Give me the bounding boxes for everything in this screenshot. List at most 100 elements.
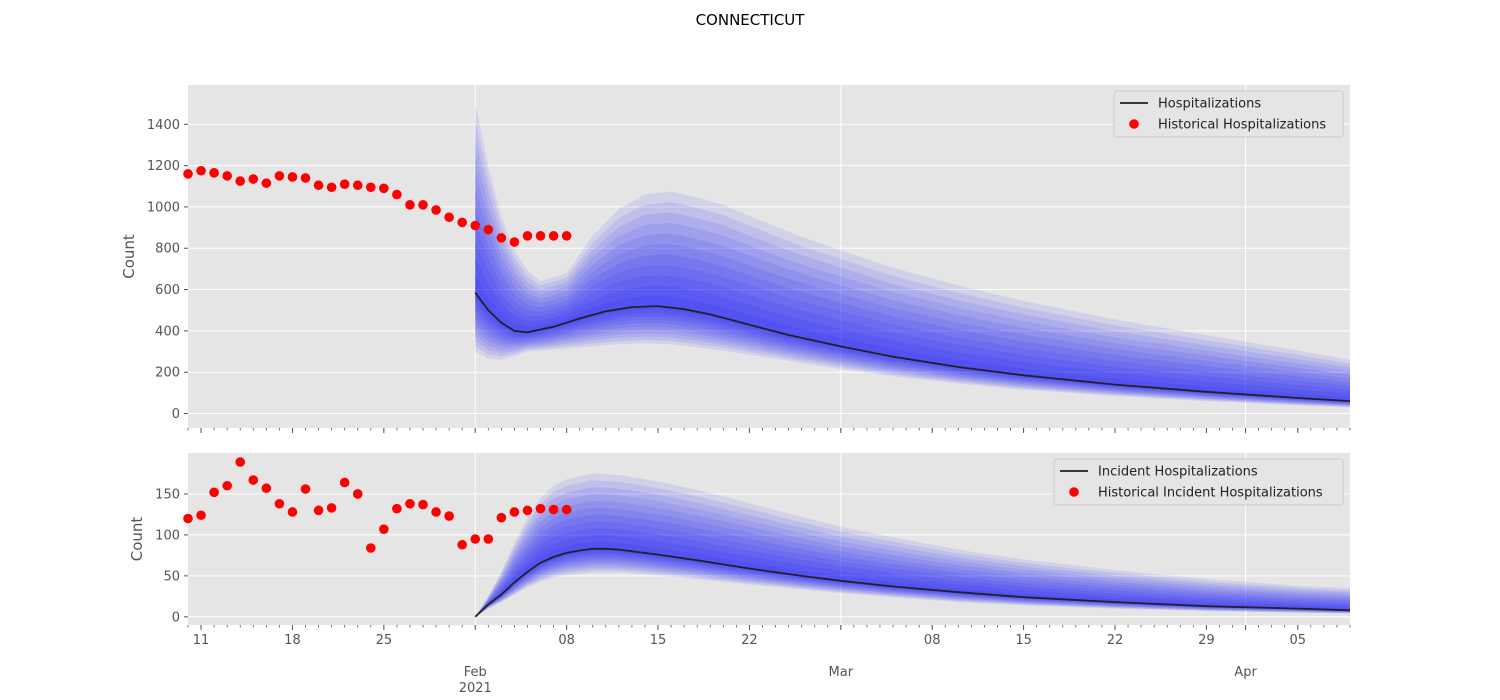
historical-point <box>522 505 533 516</box>
historical-point <box>352 180 363 191</box>
x-tick-label: 18 <box>284 633 301 648</box>
quantile-band <box>475 521 1350 617</box>
historical-point <box>405 498 415 509</box>
historical-point <box>209 487 219 498</box>
quantile-band <box>475 223 1350 404</box>
x-tick-label: 29 <box>1198 633 1215 648</box>
quantile-band <box>475 258 1350 403</box>
historical-point <box>235 176 246 186</box>
historical-point <box>470 534 481 544</box>
historical-point <box>548 504 559 515</box>
historical-point <box>405 200 415 210</box>
historical-point <box>457 539 467 550</box>
historical-point <box>392 503 402 514</box>
legend-label: Historical Incident Hospitalizations <box>1098 486 1323 501</box>
historical-point <box>483 224 494 235</box>
legend-point-swatch <box>1069 487 1079 497</box>
historical-point <box>261 178 272 188</box>
historical-point <box>561 504 572 515</box>
y-tick-label: 50 <box>163 569 180 584</box>
historical-point <box>287 507 298 517</box>
historical-point <box>274 498 285 509</box>
historical-point <box>509 507 520 517</box>
historical-point <box>535 503 546 514</box>
quantile-band <box>475 514 1350 617</box>
historical-point <box>235 457 246 467</box>
x-tick-label: 11 <box>193 633 210 648</box>
historical-point <box>300 173 311 183</box>
quantile-band <box>475 275 1350 402</box>
historical-point <box>222 480 232 491</box>
y-tick-label: 1000 <box>147 200 180 215</box>
x-tick-label: 08 <box>558 633 575 648</box>
quantile-band <box>475 189 1350 405</box>
historical-point <box>287 172 298 182</box>
incident-hospitalizations-panel: 0 50 100 150 Count Incident Hospitalizations H… <box>128 453 1351 630</box>
historical-point <box>379 524 389 534</box>
historical-point <box>548 231 559 241</box>
historical-point <box>222 171 232 181</box>
historical-point <box>261 483 272 494</box>
legend-box <box>1053 458 1344 506</box>
historical-point <box>496 233 507 243</box>
historical-point <box>365 182 376 193</box>
quantile-band <box>475 155 1350 406</box>
historical-point <box>313 180 324 191</box>
legend-point-swatch <box>1129 119 1139 129</box>
historical-point <box>274 171 285 181</box>
historical-point <box>339 179 350 189</box>
historical-point <box>352 489 363 499</box>
historical-point <box>326 503 337 513</box>
y-tick-label: 600 <box>155 283 180 298</box>
quantile-band <box>475 172 1350 406</box>
historical-point <box>326 182 337 193</box>
historical-point <box>365 543 376 553</box>
date-axis: 11 18 25 08 15 22 08 15 22 29 05 Feb Mar Apr 2021 <box>193 633 1306 696</box>
historical-point <box>522 231 533 241</box>
quantile-band <box>475 507 1350 617</box>
quantile-band <box>475 138 1350 407</box>
quantile-band <box>475 487 1350 617</box>
historical-point <box>431 507 441 517</box>
historical-point <box>196 510 206 521</box>
historical-point <box>483 534 494 544</box>
historical-point <box>457 217 467 228</box>
x-tick-label: 15 <box>650 633 667 648</box>
historical-point <box>313 505 324 516</box>
legend-label: Hospitalizations <box>1158 97 1261 112</box>
x-month-label: Apr <box>1234 665 1257 680</box>
y-tick-label: 0 <box>172 610 180 625</box>
historical-point <box>561 231 572 241</box>
legend-label: Historical Hospitalizations <box>1158 118 1326 133</box>
median-line <box>474 292 1351 402</box>
quantile-band <box>475 206 1350 404</box>
x-tick-label: 25 <box>376 633 393 648</box>
historical-point <box>535 231 546 241</box>
y-tick-label: 0 <box>172 407 180 422</box>
y-tick-label: 100 <box>155 528 180 543</box>
x-month-label: Mar <box>829 665 854 680</box>
x-year-label: 2021 <box>459 681 492 696</box>
historical-point <box>209 168 219 178</box>
historical-point <box>444 212 454 223</box>
y-tick-label: 150 <box>155 487 180 502</box>
y-tick-label: 200 <box>155 366 180 381</box>
quantile-band <box>475 528 1350 617</box>
historical-point <box>196 165 206 176</box>
historical-point <box>183 513 193 524</box>
hospitalizations-panel: 0 200 400 600 800 1000 1200 1400 Count Hospitaliz… <box>120 85 1351 433</box>
historical-point <box>418 200 428 210</box>
y-tick-label: 1400 <box>147 118 180 133</box>
x-tick-label: 22 <box>1107 633 1124 648</box>
quantile-band <box>475 535 1350 617</box>
historical-point <box>431 205 441 215</box>
historical-point <box>496 512 507 523</box>
x-tick-label: 08 <box>924 633 941 648</box>
quantile-band <box>475 120 1350 407</box>
x-tick-label: 22 <box>741 633 758 648</box>
median-line <box>474 547 1351 618</box>
historical-point <box>379 183 389 194</box>
historical-point <box>509 237 520 247</box>
historical-point <box>339 477 350 488</box>
